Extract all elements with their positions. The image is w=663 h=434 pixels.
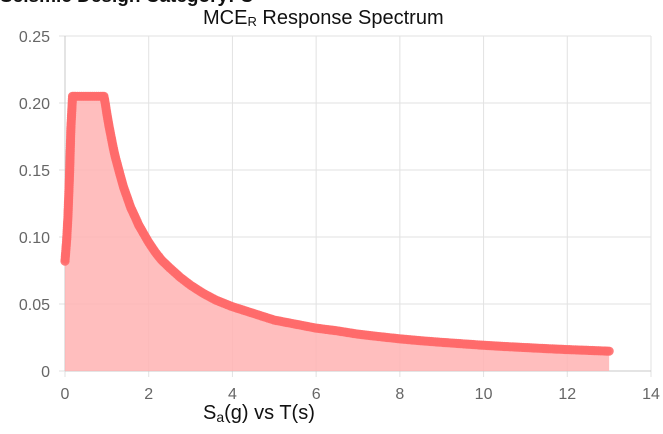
x-tick-label: 12 xyxy=(558,386,576,403)
x-tick-label: 4 xyxy=(228,386,237,403)
x-axis-label: Sa(g) vs T(s) xyxy=(203,402,315,425)
series-area xyxy=(65,96,610,372)
x-tick-label: 8 xyxy=(395,386,404,403)
x-tick-label: 10 xyxy=(475,386,493,403)
data-point xyxy=(604,346,614,356)
x-axis-label-subscript: a xyxy=(216,409,225,425)
chart-title-main: MCE xyxy=(203,7,248,29)
x-tick-label: 6 xyxy=(312,386,321,403)
y-tick-label: 0.20 xyxy=(19,96,50,113)
y-tick-label: 0.10 xyxy=(19,230,50,247)
x-axis-label-rest: (g) vs T(s) xyxy=(224,402,315,424)
x-tick-label: 0 xyxy=(61,386,70,403)
chart-title: MCER Response Spectrum xyxy=(203,7,444,30)
page-heading: Seismic Design Category: C xyxy=(0,0,253,8)
y-tick-label: 0.15 xyxy=(19,163,50,180)
y-tick-label: 0.05 xyxy=(19,297,50,314)
y-tick-label: 0 xyxy=(41,364,50,381)
series-area-fill xyxy=(65,96,610,372)
series-points xyxy=(60,91,614,356)
chart-title-rest: Response Spectrum xyxy=(256,7,444,29)
chart-title-subscript: R xyxy=(247,14,257,29)
tick-labels: 0 2 4 6 8 10 12 14 0 0.05 0.10 0.15 0.20 0.25 xyxy=(19,29,660,403)
x-tick-label: 2 xyxy=(144,386,153,403)
x-axis-label-main: S xyxy=(203,402,217,424)
x-tick-label: 14 xyxy=(642,386,660,403)
y-tick-label: 0.25 xyxy=(19,29,50,46)
